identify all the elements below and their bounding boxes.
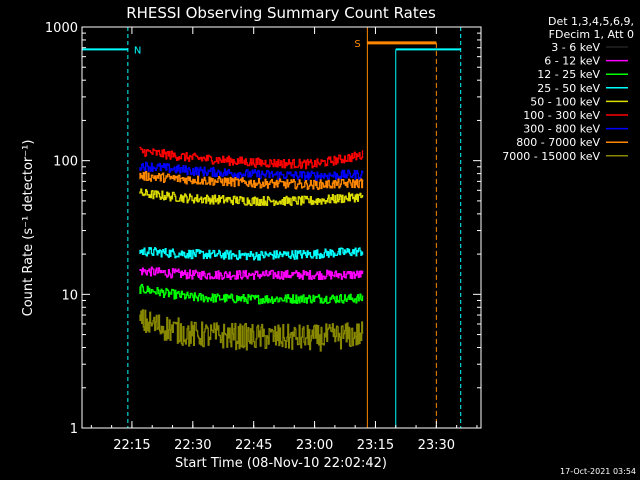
night-label-0: N — [134, 45, 141, 56]
series-line-2 — [139, 283, 364, 305]
y-tick-label-1: 10 — [61, 288, 78, 303]
legend-label-2: 12 - 25 keV — [537, 68, 600, 81]
series-line-1 — [139, 266, 364, 281]
y-tick-label-3: 1000 — [45, 21, 78, 36]
x-tick-label-5: 23:30 — [418, 438, 455, 453]
legend-label-3: 25 - 50 keV — [537, 82, 600, 95]
x-axis-label: Start Time (08-Nov-10 22:02:42) — [175, 456, 387, 471]
legend-label-0: 3 - 6 keV — [551, 41, 600, 54]
legend-label-8: 7000 - 15000 keV — [502, 150, 600, 163]
x-tick-label-4: 23:15 — [357, 438, 394, 453]
x-tick-label-1: 22:30 — [174, 438, 211, 453]
legend-header-line-1: Det 1,3,4,5,6,9, — [548, 15, 634, 28]
legend-header-line-2: FDecim 1, Att 0 — [549, 28, 634, 41]
series-line-8 — [139, 309, 364, 352]
x-tick-label-2: 22:45 — [235, 438, 272, 453]
legend-label-5: 100 - 300 keV — [523, 109, 600, 122]
x-tick-label-3: 23:00 — [296, 438, 333, 453]
saa-label-0: S — [354, 39, 360, 50]
legend-label-7: 800 - 7000 keV — [516, 136, 600, 149]
y-tick-label-0: 1 — [70, 422, 78, 437]
legend-label-4: 50 - 100 keV — [530, 95, 600, 108]
series-line-5 — [139, 146, 364, 170]
x-tick-label-0: 22:15 — [113, 438, 150, 453]
y-tick-label-2: 100 — [53, 155, 78, 170]
series-line-6 — [139, 161, 364, 181]
plot-frame — [81, 26, 482, 429]
series-line-3 — [139, 247, 364, 261]
legend-label-6: 300 - 800 keV — [523, 123, 600, 136]
plot-area: NS — [81, 27, 462, 428]
y-axis: 1 10 100 1000 — [45, 21, 481, 437]
series-line-7 — [139, 171, 364, 190]
chart-title: RHESSI Observing Summary Count Rates — [126, 4, 436, 22]
y-axis-label: Count Rate (s⁻¹ detector⁻¹) — [21, 140, 36, 317]
legend: Det 1,3,4,5,6,9, FDecim 1, Att 0 3 - 6 k… — [502, 15, 634, 163]
series-line-4 — [139, 188, 364, 207]
series-line-0 — [139, 350, 364, 387]
legend-label-1: 6 - 12 keV — [544, 55, 600, 68]
timestamp: 17-Oct-2021 03:54 — [560, 467, 636, 476]
x-axis: 22:15 22:30 22:45 23:00 23:15 23:30 — [90, 27, 478, 453]
